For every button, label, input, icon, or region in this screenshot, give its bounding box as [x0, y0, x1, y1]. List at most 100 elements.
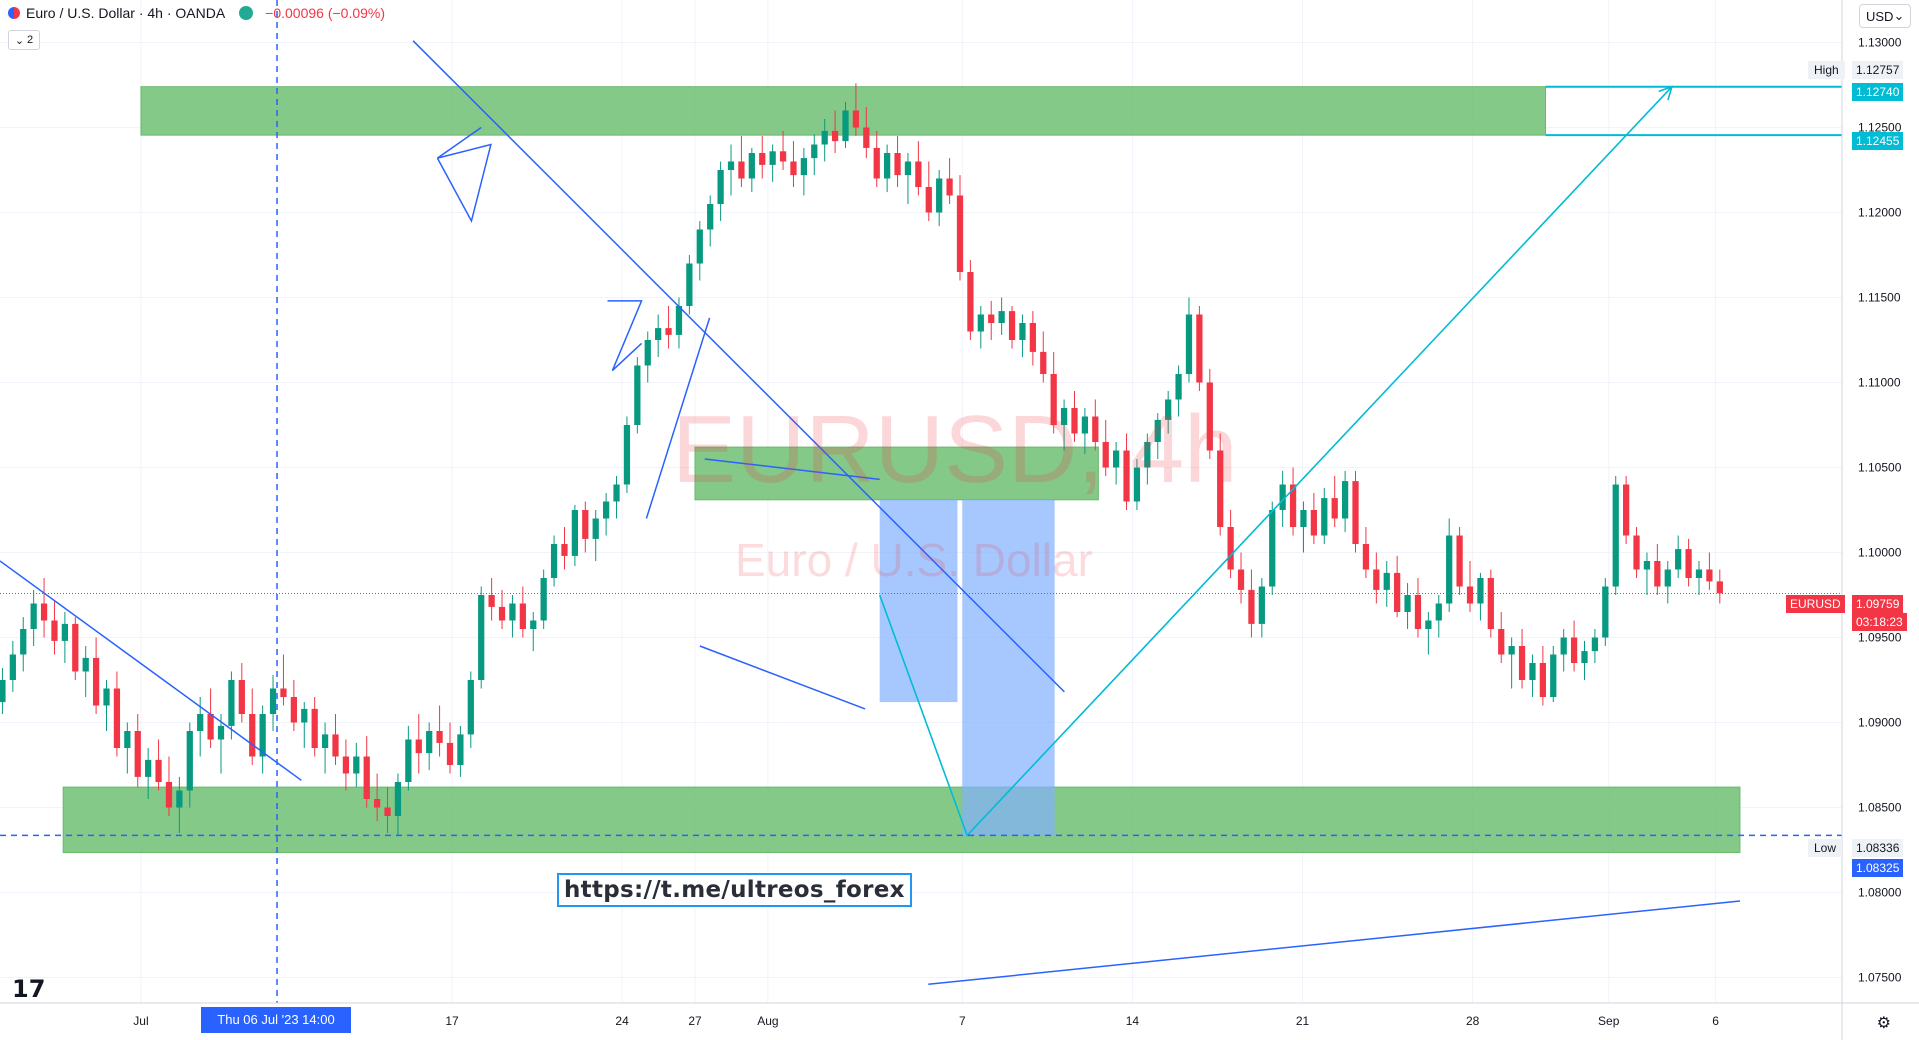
candle-body [488, 595, 495, 607]
candle-body [415, 739, 422, 754]
candle-body [1019, 323, 1026, 340]
candle-body [1612, 484, 1619, 587]
pattern-line [607, 300, 643, 372]
y-tick-label: 1.11500 [1858, 291, 1901, 305]
candle-body [134, 731, 141, 777]
candle-body [1654, 561, 1661, 587]
candle-body [446, 742, 454, 765]
candle-body [686, 263, 693, 306]
candle-body [1623, 484, 1630, 536]
candle-body [1165, 399, 1172, 420]
candle-body [1352, 481, 1359, 544]
candle-body [1310, 510, 1318, 536]
candle-body [1113, 450, 1120, 468]
candle-body [1279, 484, 1286, 510]
crosshair-date-label: Thu 06 Jul '23 14:00 [201, 1007, 351, 1033]
telegram-link[interactable]: https://t.me/ultreos_forex [557, 873, 912, 907]
collapse-indicators-button[interactable]: ⌄ 2 [8, 30, 40, 50]
candle-body [904, 161, 912, 176]
candle-body [519, 603, 526, 629]
candle-body [759, 153, 766, 165]
candle-body [769, 151, 776, 165]
candle-body [290, 697, 297, 723]
x-tick-label: Sep [1598, 1014, 1620, 1028]
candle-body [207, 714, 214, 740]
zone-top-value: 1.12740 [1852, 83, 1904, 101]
candle-body [1581, 651, 1588, 663]
candle-body [1706, 569, 1713, 582]
candle-body [644, 340, 651, 366]
y-tick-label: 1.08500 [1858, 801, 1902, 815]
candle-body [1258, 586, 1265, 624]
candle-body [374, 799, 381, 808]
candle-body [696, 229, 703, 264]
candle-body [1060, 408, 1068, 425]
x-tick-label: 24 [615, 1014, 629, 1028]
tradingview-logo-icon[interactable]: 17 [12, 975, 46, 1003]
symbol-title[interactable]: Euro / U.S. Dollar · 4h · OANDA [26, 5, 226, 21]
candle-body [426, 731, 433, 754]
candle-body [1685, 549, 1692, 578]
candle-body [1185, 314, 1193, 374]
candle-body [1414, 595, 1422, 629]
candle-body [1289, 484, 1297, 527]
currency-label: USD [1866, 8, 1894, 24]
last-price: 1.09759 [1852, 595, 1904, 613]
candle-body [800, 158, 807, 176]
candle-body [238, 680, 245, 714]
candle-body [92, 657, 100, 706]
chevron-down-icon: ⌄ [14, 34, 25, 47]
candle-body [873, 147, 880, 179]
candle-body [269, 688, 277, 714]
candle-body [1695, 569, 1703, 578]
candle-body [40, 603, 48, 621]
candle-body [779, 151, 787, 162]
candle-body [956, 195, 964, 272]
candle-body [165, 782, 173, 808]
y-tick-label: 1.08000 [1858, 886, 1902, 900]
candle-body [1071, 408, 1078, 434]
candle-body [1321, 498, 1328, 536]
candle-body [1362, 544, 1370, 570]
x-tick-label: 28 [1466, 1014, 1480, 1028]
candle-body [613, 484, 620, 502]
currency-select[interactable]: USD ⌄ [1859, 4, 1911, 28]
flag-icon [8, 7, 20, 19]
candle-body [1435, 603, 1442, 621]
trendline [928, 900, 1741, 986]
candle-body [1050, 374, 1057, 425]
x-tick-label: 7 [959, 1014, 966, 1028]
low-label: Low [1808, 839, 1843, 857]
low-zone-value: 1.08325 [1852, 859, 1904, 877]
candle-body [623, 425, 631, 485]
candle-body [1040, 351, 1047, 374]
candle-body [1394, 572, 1401, 612]
candle-body [1643, 561, 1651, 570]
candle-body [748, 153, 755, 179]
candle-body [113, 688, 121, 748]
candle-body [1716, 581, 1723, 594]
candle-body [384, 807, 391, 816]
candle-body [727, 161, 735, 170]
candle-body [790, 161, 797, 176]
trendline [699, 645, 866, 710]
low-value: 1.08336 [1852, 839, 1904, 857]
candle-body [1477, 578, 1484, 604]
gear-icon[interactable]: ⚙ [1876, 1015, 1891, 1032]
y-tick-label: 1.09000 [1858, 716, 1902, 730]
eye-icon[interactable] [239, 6, 254, 20]
candle-body [353, 756, 360, 774]
price-change: −0.00096 (−0.09%) [265, 5, 386, 21]
y-tick-label: 1.13000 [1858, 36, 1902, 50]
candle-body [821, 130, 828, 145]
candle-body [498, 606, 506, 621]
candle-body [1570, 637, 1578, 663]
candle-body [946, 178, 953, 196]
candle-body [707, 204, 714, 230]
candle-body [675, 306, 683, 335]
y-tick-label: 1.09500 [1858, 631, 1902, 645]
y-tick-label: 1.11000 [1858, 376, 1901, 390]
watermark-symbol: EURUSD, 4h [672, 396, 1238, 503]
candle-body [1602, 586, 1609, 638]
